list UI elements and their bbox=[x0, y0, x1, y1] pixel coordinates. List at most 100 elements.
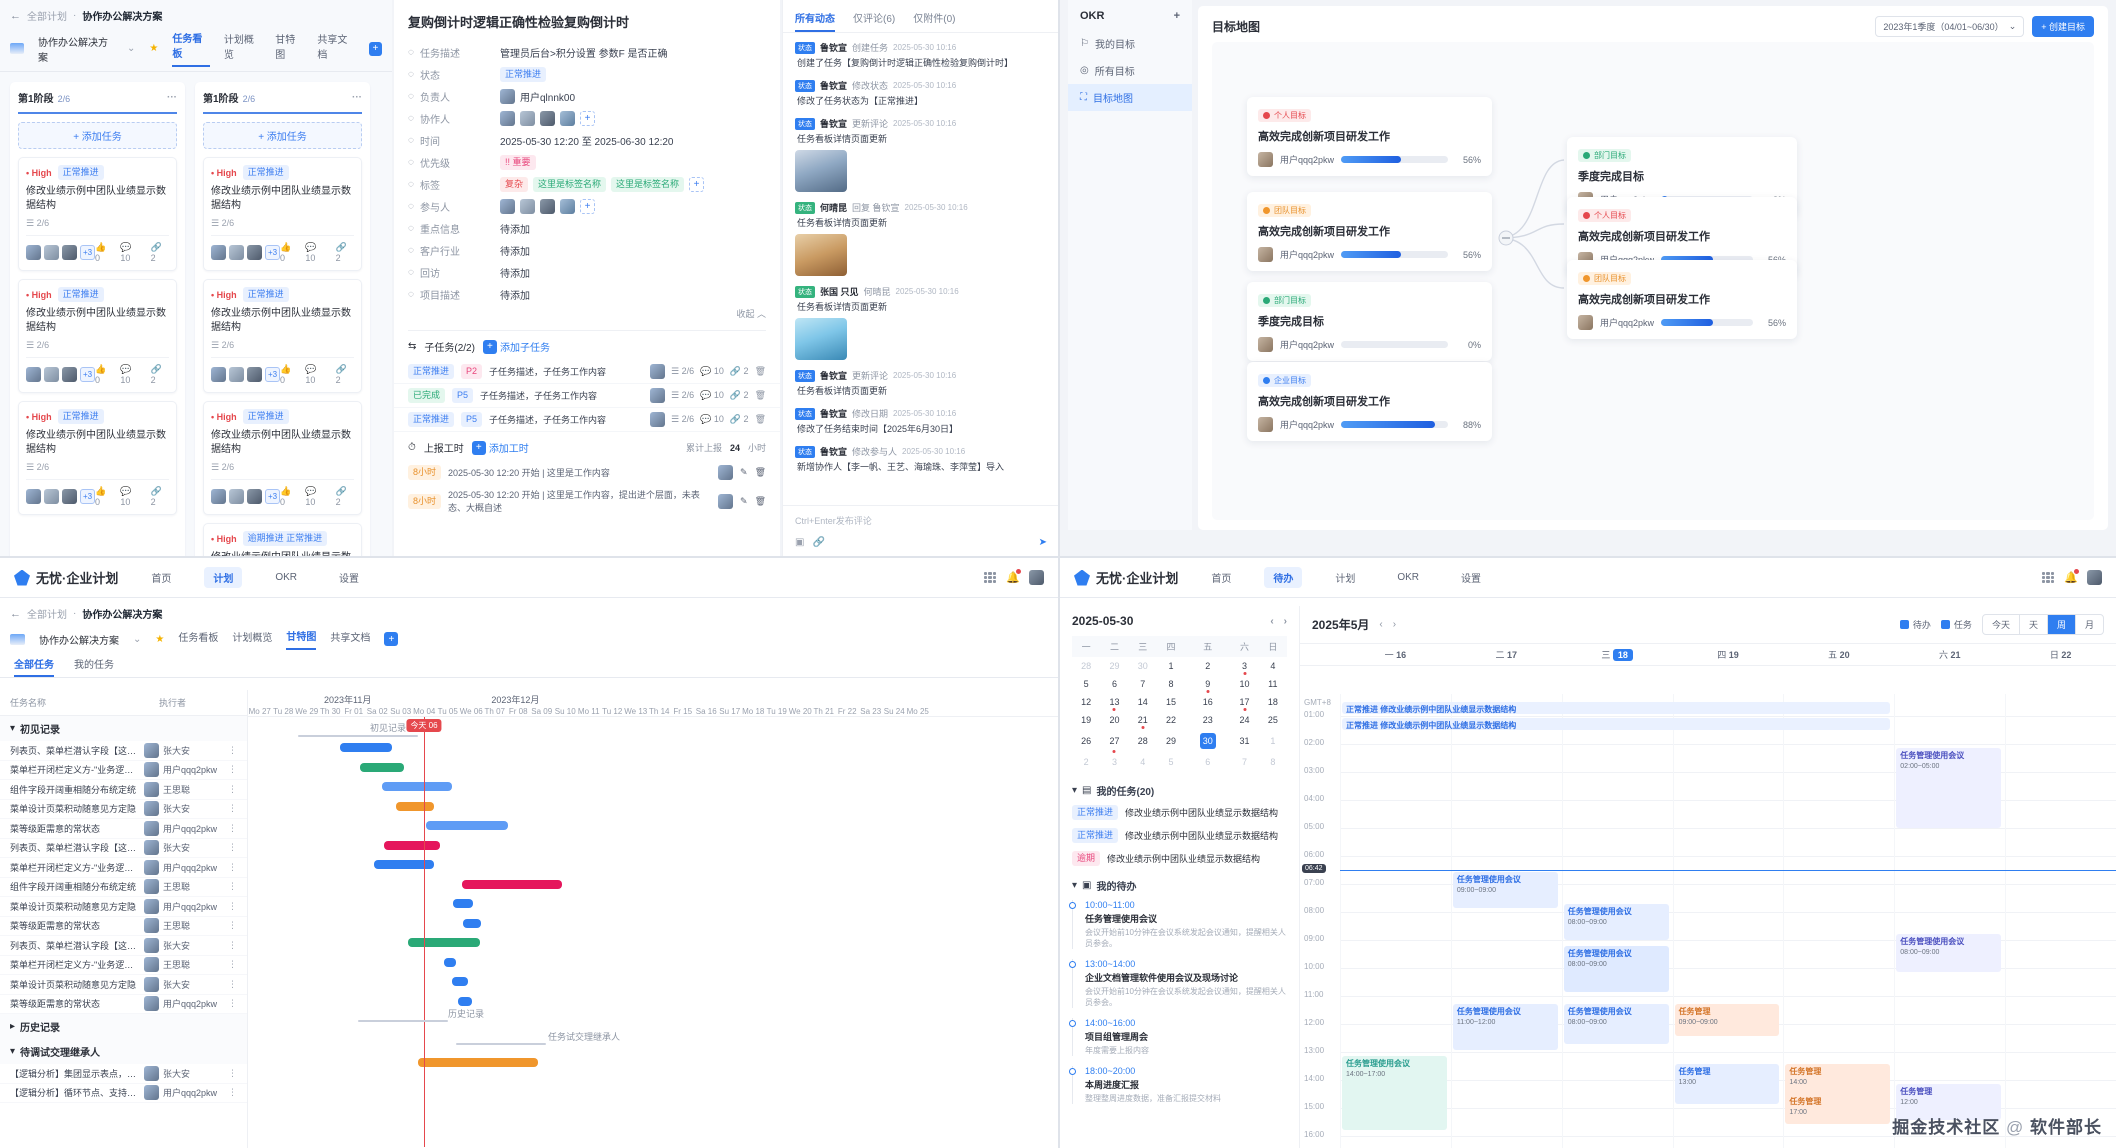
tab-plan-overview[interactable]: 计划概览 bbox=[223, 35, 254, 61]
detail-field-value[interactable]: !! 重要 bbox=[500, 154, 536, 170]
calendar-day-cell[interactable]: 4 bbox=[1129, 753, 1157, 771]
delete-icon[interactable]: 🗑 bbox=[754, 390, 766, 400]
gantt-bar[interactable] bbox=[360, 762, 404, 772]
calendar-day-cell[interactable]: 8 bbox=[1259, 753, 1287, 771]
calendar-day-cell[interactable]: 6 bbox=[1100, 675, 1128, 693]
goal-map-canvas[interactable]: 个人目标 高效完成创新项目研发工作 用户qqq2pkw 56% 团队目标 高效完成创新项目… bbox=[1212, 42, 2094, 520]
activity-attachment-image[interactable] bbox=[795, 234, 847, 276]
week-day-header[interactable]: 三 18 bbox=[1562, 644, 1673, 665]
row-menu-icon[interactable]: ⋮ bbox=[228, 861, 237, 872]
avatar[interactable] bbox=[1029, 570, 1044, 585]
tab-shared-doc[interactable]: 共享文档 bbox=[330, 633, 371, 644]
gantt-bar[interactable] bbox=[462, 879, 562, 889]
task-card[interactable]: • High 正常推进 修改业绩示例中团队业绩显示数据结构 ☰ 2/6 +3 👍 0 💬 1… bbox=[18, 401, 177, 515]
calendar-day-cell[interactable]: 9 bbox=[1185, 675, 1230, 693]
calendar-event[interactable]: 任务管理使用会议 02:00~05:00 bbox=[1896, 748, 2002, 828]
calendar-day-cell[interactable]: 23 bbox=[1185, 711, 1230, 729]
detail-field-value[interactable]: 用户qlnnk00 bbox=[500, 88, 575, 104]
subtask-row[interactable]: 正常推进 P5 子任务描述，子任务工作内容 ☰ 2/6 💬 10 🔗 2 🗑 bbox=[394, 408, 780, 432]
task-card[interactable]: • High 正常推进 修改业绩示例中团队业绩显示数据结构 ☰ 2/6 +3 👍 0 💬 1… bbox=[18, 279, 177, 393]
nav-home[interactable]: 首页 bbox=[1211, 574, 1232, 585]
calendar-day-cell[interactable]: 22 bbox=[1157, 711, 1185, 729]
okr-add-icon[interactable]: + bbox=[1173, 10, 1180, 22]
tab-gantt[interactable]: 甘特图 bbox=[286, 628, 317, 650]
add-tab-icon[interactable]: + bbox=[384, 632, 399, 646]
chevron-down-icon[interactable]: ⌄ bbox=[133, 633, 142, 645]
gantt-group-header[interactable]: ▾ 初见记录 bbox=[0, 716, 247, 741]
tab-task-board[interactable]: 任务看板 bbox=[172, 30, 210, 67]
add-person-button[interactable]: + bbox=[580, 110, 595, 126]
tab-attachments-only[interactable]: 仅附件(0) bbox=[913, 14, 956, 25]
week-grid[interactable]: GMT+8 01:00 02:00 03:00 04:00 05:00 06:00 07:0… bbox=[1300, 694, 2116, 1148]
calendar-event[interactable]: 任务管理 13:00 bbox=[1674, 1064, 1780, 1104]
gantt-task-row[interactable]: 菜单栏开闭栏定义方-"业务逻辑"统一名称 用户qqq2pkw ⋮ bbox=[0, 761, 247, 780]
calendar-event[interactable]: 任务管理使用会议 11:00~12:00 bbox=[1452, 1004, 1558, 1050]
row-menu-icon[interactable]: ⋮ bbox=[228, 920, 237, 931]
column-more-icon[interactable]: ··· bbox=[167, 92, 177, 103]
tab-comments-only[interactable]: 仅评论(6) bbox=[853, 14, 896, 25]
tab-shared-doc[interactable]: 共享文档 bbox=[317, 35, 348, 61]
calendar-day-cell[interactable]: 18 bbox=[1259, 693, 1287, 711]
avatar-overflow[interactable]: +3 bbox=[265, 367, 280, 382]
calendar-day-cell[interactable]: 24 bbox=[1230, 711, 1258, 729]
calendar-day-cell[interactable]: 28 bbox=[1129, 729, 1157, 753]
calendar-day-cell[interactable]: 28 bbox=[1072, 657, 1100, 675]
detail-field-value[interactable]: + bbox=[500, 110, 595, 126]
week-day-header[interactable]: 六 21 bbox=[1894, 644, 2005, 665]
add-tab-icon[interactable]: + bbox=[368, 41, 382, 56]
gantt-task-row[interactable]: 菜等级距需意的常状态 用户qqq2pkw ⋮ bbox=[0, 819, 247, 839]
calendar-day-cell[interactable]: 7 bbox=[1230, 753, 1258, 771]
notification-bell-icon[interactable]: 🔔 bbox=[2064, 569, 2079, 584]
apps-grid-icon[interactable] bbox=[984, 571, 996, 584]
view-week[interactable]: 周 bbox=[2047, 615, 2076, 634]
calendar-day-cell[interactable]: 20 bbox=[1100, 711, 1128, 729]
gantt-task-row[interactable]: 菜单栏开闭栏定义方-"业务逻辑"统一名称 王思聪 ⋮ bbox=[0, 956, 247, 975]
calendar-event[interactable]: 正常推进 修改业绩示例中团队业绩显示数据结构 bbox=[1342, 718, 1891, 730]
row-menu-icon[interactable]: ⋮ bbox=[228, 783, 237, 794]
week-day-header[interactable]: 二 17 bbox=[1451, 644, 1562, 665]
gantt-timeline[interactable]: 2023年11月 2023年12月 Mo 27 Tu 28 We 29 Th 30 Fr… bbox=[248, 690, 1058, 1148]
avatar[interactable] bbox=[2087, 570, 2102, 585]
tab-task-board[interactable]: 任务看板 bbox=[178, 633, 219, 644]
row-menu-icon[interactable]: ⋮ bbox=[228, 978, 237, 989]
edit-icon[interactable]: ✎ bbox=[740, 467, 748, 477]
filter-task[interactable]: 任务 bbox=[1940, 618, 1972, 631]
calendar-day-cell[interactable]: 11 bbox=[1259, 675, 1287, 693]
row-menu-icon[interactable]: ⋮ bbox=[228, 803, 237, 814]
calendar-event[interactable]: 任务管理 09:00~09:00 bbox=[1674, 1004, 1780, 1036]
gantt-group-header[interactable]: ▸ 历史记录 bbox=[0, 1014, 247, 1039]
calendar-todo-item[interactable]: 10:00~11:00 任务管理使用会议 会议开始前10分钟在会议系统发起会议通知，… bbox=[1069, 900, 1287, 949]
detail-field-value[interactable]: 管理员后台>积分设置 参数F 是否正确 bbox=[500, 45, 668, 60]
calendar-day-cell[interactable]: 6 bbox=[1185, 753, 1230, 771]
add-tag-button[interactable]: + bbox=[689, 176, 705, 192]
calendar-day-cell[interactable]: 19 bbox=[1072, 711, 1100, 729]
tab-all-activity[interactable]: 所有动态 bbox=[795, 10, 835, 32]
today-button[interactable]: 今天 bbox=[1983, 615, 2020, 634]
calendar-day-cell[interactable]: 16 bbox=[1185, 693, 1230, 711]
gantt-bar[interactable] bbox=[418, 1058, 538, 1067]
calendar-day-cell[interactable]: 15 bbox=[1157, 693, 1185, 711]
goal-card[interactable]: 部门目标 季度完成目标 用户qqq2pkw 0% bbox=[1247, 282, 1492, 361]
calendar-day-cell[interactable]: 30 bbox=[1129, 657, 1157, 675]
star-icon[interactable]: ★ bbox=[155, 633, 165, 645]
star-icon[interactable]: ★ bbox=[149, 43, 159, 54]
calendar-day-cell[interactable]: 29 bbox=[1100, 657, 1128, 675]
activity-attachment-image[interactable] bbox=[795, 150, 847, 192]
week-day-header[interactable]: 日 22 bbox=[2005, 644, 2116, 665]
gantt-task-row[interactable]: 组件字段开阔重相随分布统定统 王思聪 ⋮ bbox=[0, 878, 247, 897]
my-tasks-header[interactable]: ▾ ▤ 我的任务(20) bbox=[1072, 783, 1287, 798]
gantt-task-row[interactable]: 组件字段开阔重相随分布统定统 王思聪 ⋮ bbox=[0, 780, 247, 800]
calendar-day-cell[interactable]: 10 bbox=[1230, 675, 1258, 693]
task-card[interactable]: • High 正常推进 修改业绩示例中团队业绩显示数据结构 ☰ 2/6 +3 👍 0 💬 1… bbox=[203, 279, 362, 393]
gantt-bar[interactable] bbox=[384, 840, 440, 850]
nav-okr[interactable]: OKR bbox=[275, 572, 298, 583]
calendar-day-cell[interactable]: 3 bbox=[1100, 753, 1128, 771]
prev-week-icon[interactable]: ‹ bbox=[1379, 619, 1383, 630]
apps-grid-icon[interactable] bbox=[2042, 571, 2054, 584]
avatar-overflow[interactable]: +3 bbox=[80, 245, 95, 260]
calendar-day-cell[interactable]: 14 bbox=[1129, 693, 1157, 711]
gantt-bar[interactable] bbox=[382, 782, 452, 791]
calendar-event[interactable]: 任务管理使用会议 08:00~09:00 bbox=[1563, 904, 1669, 940]
my-todos-header[interactable]: ▾ ▣ 我的待办 bbox=[1072, 878, 1287, 893]
task-card[interactable]: • High 正常推进 修改业绩示例中团队业绩显示数据结构 ☰ 2/6 +3 👍 0 💬 1… bbox=[203, 401, 362, 515]
